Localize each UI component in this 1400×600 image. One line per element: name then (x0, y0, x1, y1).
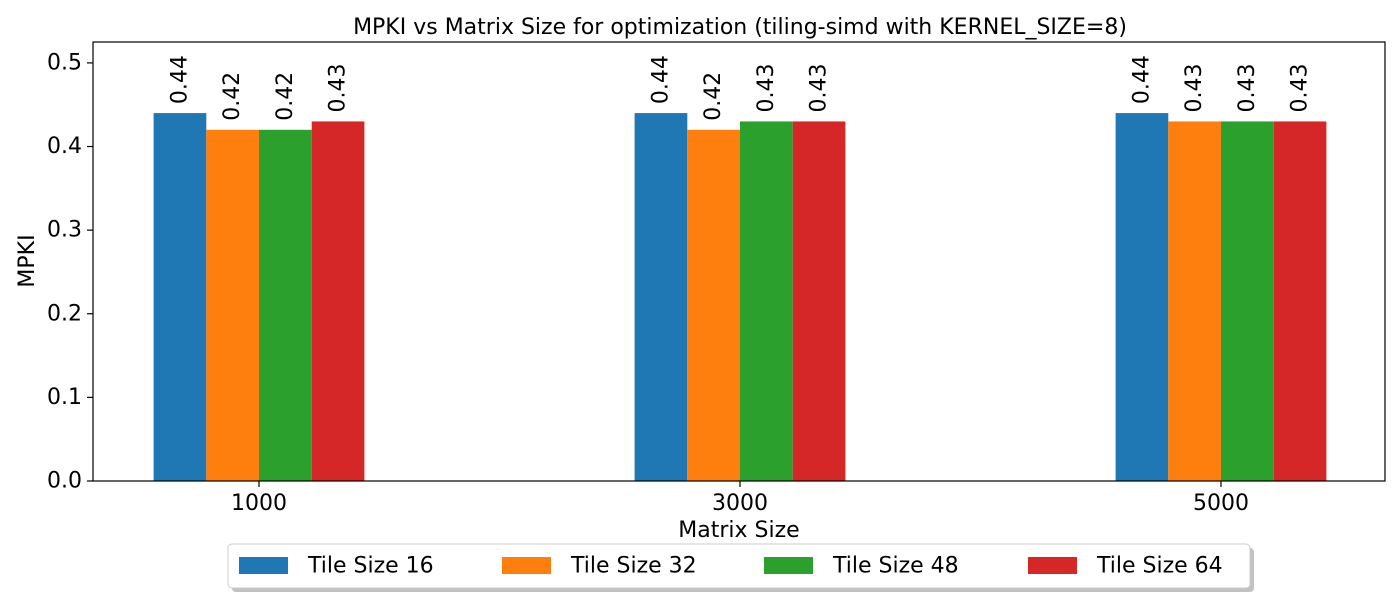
legend-label-4: Tile Size 64 (1096, 554, 1223, 579)
plot-frame (92, 41, 1386, 482)
legend-swatch-1 (239, 557, 288, 574)
legend: Tile Size 16 Tile Size 32 Tile Size 48 Tile… (227, 543, 1254, 592)
bar-3000-series-2 (687, 129, 740, 482)
bar-1000-series-1 (153, 113, 207, 481)
data-label-3000-series-1: 0.44 (648, 55, 673, 104)
legend-label-3: Tile Size 48 (832, 554, 959, 579)
data-label-3000-series-3: 0.43 (754, 63, 779, 112)
bar-3000-series-3 (740, 121, 793, 481)
data-label-3000-series-2: 0.42 (701, 72, 726, 121)
legend-label-1: Tile Size 16 (307, 554, 434, 579)
x-tick-label: 1000 (231, 491, 287, 516)
y-axis-title: MPKI (15, 234, 40, 287)
data-label-1000-series-1: 0.44 (167, 55, 192, 104)
x-axis: 1000 3000 5000 (231, 481, 1249, 516)
data-labels-layer: 0.44 0.42 0.42 0.43 0.44 0.42 0.43 0.43 0.44 0.43… (167, 55, 1312, 121)
legend-box (227, 543, 1251, 589)
bar-3000-series-4 (792, 121, 846, 481)
bar-5000-series-4 (1273, 121, 1327, 481)
bar-1000-series-3 (259, 129, 312, 482)
bar-5000-series-3 (1221, 121, 1274, 481)
data-label-5000-series-2: 0.43 (1182, 63, 1207, 112)
bar-5000-series-2 (1168, 121, 1221, 481)
legend-label-2: Tile Size 32 (570, 554, 697, 579)
data-label-3000-series-4: 0.43 (807, 63, 832, 112)
y-axis: 0.0 0.1 0.2 0.3 0.4 0.5 (47, 50, 93, 494)
y-tick-label: 0.2 (47, 301, 82, 326)
data-label-5000-series-3: 0.43 (1235, 63, 1260, 112)
x-tick-label: 5000 (1193, 491, 1249, 516)
data-label-1000-series-2: 0.42 (220, 72, 245, 121)
chart-title: MPKI vs Matrix Size for optimization (ti… (353, 15, 1127, 40)
data-label-1000-series-4: 0.43 (326, 63, 351, 112)
bar-1000-series-4 (311, 121, 365, 481)
y-tick-label: 0.4 (47, 134, 82, 159)
bar-3000-series-1 (634, 113, 688, 481)
bar-1000-series-2 (206, 129, 259, 482)
y-tick-label: 0.5 (47, 50, 82, 75)
data-label-5000-series-1: 0.44 (1129, 55, 1154, 104)
data-label-5000-series-4: 0.43 (1288, 63, 1313, 112)
legend-swatch-3 (764, 557, 813, 574)
bar-5000-series-1 (1115, 113, 1169, 481)
legend-swatch-2 (502, 557, 551, 574)
legend-items: Tile Size 16 Tile Size 32 Tile Size 48 Tile… (239, 554, 1223, 579)
y-tick-label: 0.3 (47, 218, 82, 243)
y-tick-label: 0.0 (47, 469, 82, 494)
y-tick-label: 0.1 (47, 385, 82, 410)
legend-swatch-4 (1028, 557, 1077, 574)
bars-layer (153, 113, 1327, 482)
x-tick-label: 3000 (712, 491, 768, 516)
data-label-1000-series-3: 0.42 (273, 72, 298, 121)
x-axis-title: Matrix Size (678, 518, 799, 543)
